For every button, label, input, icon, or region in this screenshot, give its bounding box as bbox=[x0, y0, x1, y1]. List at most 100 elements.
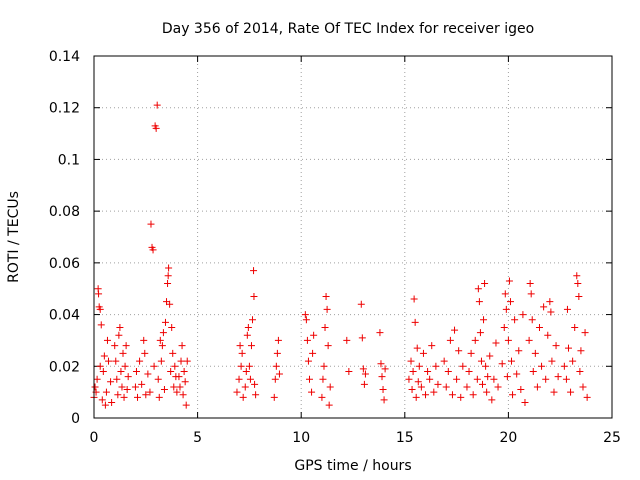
data-point bbox=[409, 367, 417, 375]
data-point bbox=[571, 324, 579, 331]
data-point bbox=[490, 375, 498, 383]
data-point bbox=[97, 321, 105, 329]
data-point bbox=[440, 357, 448, 365]
data-point bbox=[247, 342, 255, 350]
data-point bbox=[361, 370, 369, 378]
data-point bbox=[511, 316, 519, 324]
x-tick-label: 5 bbox=[193, 430, 202, 446]
data-point bbox=[513, 370, 521, 378]
data-point bbox=[98, 396, 106, 404]
data-point bbox=[479, 380, 486, 388]
data-point bbox=[451, 326, 459, 334]
data-point bbox=[140, 336, 148, 344]
data-point bbox=[249, 316, 257, 324]
data-point bbox=[181, 378, 189, 386]
data-point bbox=[463, 383, 471, 391]
data-point bbox=[105, 357, 113, 365]
data-point bbox=[168, 324, 176, 331]
data-point bbox=[166, 300, 174, 308]
y-tick-label: 0.02 bbox=[49, 359, 80, 375]
data-point bbox=[91, 383, 99, 391]
y-tick-label: 0.06 bbox=[49, 256, 80, 272]
data-point bbox=[562, 375, 570, 383]
data-point bbox=[305, 375, 313, 383]
data-point bbox=[360, 380, 368, 388]
data-point bbox=[273, 349, 281, 357]
data-point bbox=[508, 357, 516, 365]
data-point bbox=[515, 347, 523, 355]
data-point bbox=[501, 290, 509, 298]
data-point bbox=[503, 373, 511, 381]
data-point bbox=[301, 311, 309, 319]
data-point bbox=[574, 280, 582, 288]
data-point bbox=[107, 378, 115, 386]
data-point bbox=[542, 375, 550, 383]
y-tick-label: 0.04 bbox=[49, 308, 80, 324]
x-tick-label: 10 bbox=[292, 430, 310, 446]
data-point bbox=[149, 246, 157, 254]
data-point bbox=[343, 336, 351, 344]
data-point bbox=[138, 380, 146, 388]
data-point bbox=[321, 324, 329, 331]
data-point bbox=[118, 383, 126, 391]
data-point bbox=[575, 292, 583, 300]
data-point bbox=[560, 362, 568, 370]
y-axis-label: ROTI / TECUs bbox=[6, 191, 22, 283]
data-point bbox=[272, 362, 280, 370]
data-point bbox=[120, 393, 128, 401]
data-point bbox=[310, 331, 318, 339]
data-point bbox=[175, 373, 183, 381]
data-point bbox=[322, 292, 330, 300]
data-point bbox=[529, 367, 537, 375]
data-point bbox=[477, 357, 485, 365]
data-point bbox=[95, 290, 103, 298]
plot-frame bbox=[93, 55, 613, 419]
data-point bbox=[521, 398, 529, 406]
data-point bbox=[242, 367, 250, 375]
data-point bbox=[250, 292, 258, 300]
data-point bbox=[146, 388, 154, 396]
data-point bbox=[134, 393, 142, 401]
data-point bbox=[415, 362, 423, 370]
data-point bbox=[554, 373, 562, 381]
data-point bbox=[161, 318, 169, 326]
data-point bbox=[483, 388, 491, 396]
data-point bbox=[430, 388, 438, 396]
data-point bbox=[526, 280, 534, 288]
x-tick-label: 20 bbox=[499, 430, 517, 446]
data-point bbox=[428, 342, 436, 350]
data-point bbox=[245, 362, 253, 370]
data-point bbox=[171, 362, 179, 370]
data-point bbox=[136, 357, 144, 365]
data-point bbox=[424, 367, 432, 375]
data-point bbox=[407, 357, 415, 365]
data-point bbox=[525, 336, 533, 344]
y-tick-label: 0.14 bbox=[49, 49, 80, 65]
data-point bbox=[270, 393, 278, 401]
data-point bbox=[457, 393, 465, 401]
data-point bbox=[579, 383, 587, 391]
data-point bbox=[583, 393, 591, 401]
x-axis-label: GPS time / hours bbox=[294, 458, 411, 474]
data-point bbox=[376, 329, 384, 337]
data-point bbox=[250, 267, 258, 275]
data-point bbox=[380, 396, 388, 404]
data-point bbox=[326, 383, 334, 391]
data-point bbox=[132, 367, 140, 375]
data-point bbox=[434, 380, 442, 388]
data-point bbox=[357, 300, 365, 308]
data-point bbox=[410, 295, 418, 303]
data-point bbox=[567, 388, 575, 396]
data-point bbox=[177, 357, 185, 365]
data-point bbox=[239, 393, 247, 401]
data-point bbox=[324, 342, 332, 350]
data-point bbox=[303, 336, 311, 344]
y-tick-label: 0 bbox=[71, 411, 80, 427]
data-point bbox=[180, 367, 188, 375]
data-point bbox=[122, 342, 130, 350]
data-point bbox=[465, 367, 473, 375]
data-point bbox=[482, 362, 490, 370]
data-point bbox=[547, 308, 555, 316]
data-point bbox=[412, 393, 420, 401]
